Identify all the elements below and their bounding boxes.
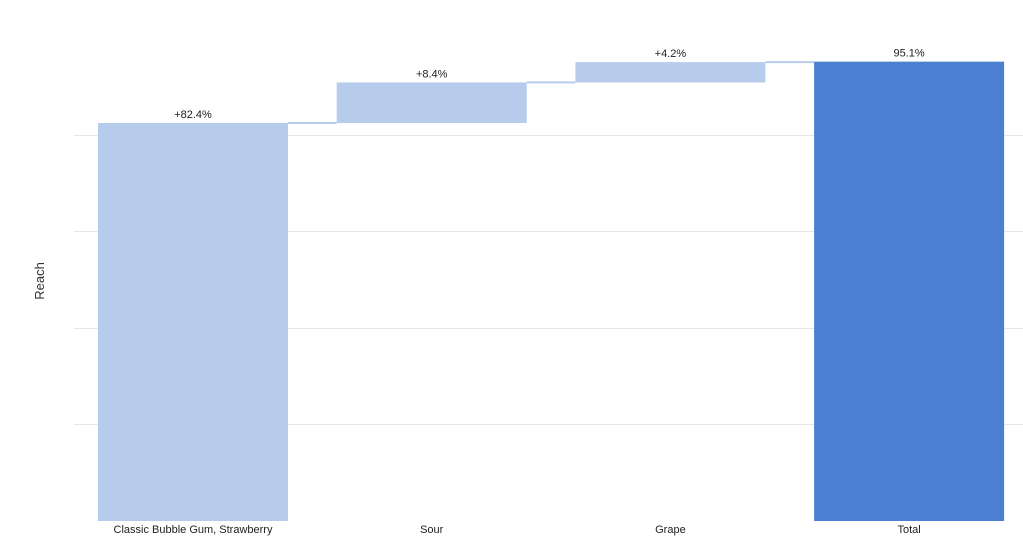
total-bar[interactable] [814, 61, 1005, 522]
category-labels: Classic Bubble Gum, Strawberry Sour Grape T… [114, 524, 921, 536]
value-labels: +82.4% +8.4% +4.2% 95.1% [174, 48, 925, 121]
category-label: Sour [420, 524, 444, 536]
bars [98, 61, 1005, 522]
bar-value-label: +82.4% [174, 109, 212, 121]
y-axis-title: Reach [32, 262, 47, 300]
bar-value-label: +4.2% [655, 48, 687, 60]
bar-value-label: 95.1% [893, 48, 924, 60]
category-label: Grape [655, 524, 686, 536]
category-label: Classic Bubble Gum, Strawberry [114, 524, 273, 536]
connectors [288, 61, 815, 125]
category-label: Total [897, 524, 920, 536]
increment-bar[interactable] [575, 62, 766, 83]
increment-bar[interactable] [336, 82, 527, 124]
increment-bar[interactable] [98, 123, 288, 522]
bar-value-label: +8.4% [416, 68, 448, 80]
